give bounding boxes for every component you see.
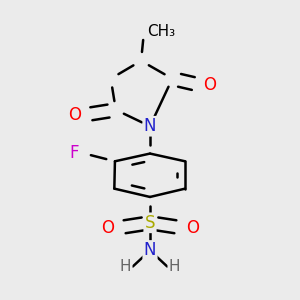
Text: H: H	[169, 259, 180, 274]
Text: H: H	[120, 259, 131, 274]
Text: N: N	[144, 117, 156, 135]
Text: F: F	[70, 144, 79, 162]
Text: O: O	[101, 219, 114, 237]
Text: O: O	[203, 76, 217, 94]
Text: O: O	[68, 106, 81, 124]
Text: O: O	[186, 219, 199, 237]
Text: S: S	[145, 214, 155, 232]
Text: CH₃: CH₃	[147, 24, 175, 39]
Text: N: N	[144, 242, 156, 260]
